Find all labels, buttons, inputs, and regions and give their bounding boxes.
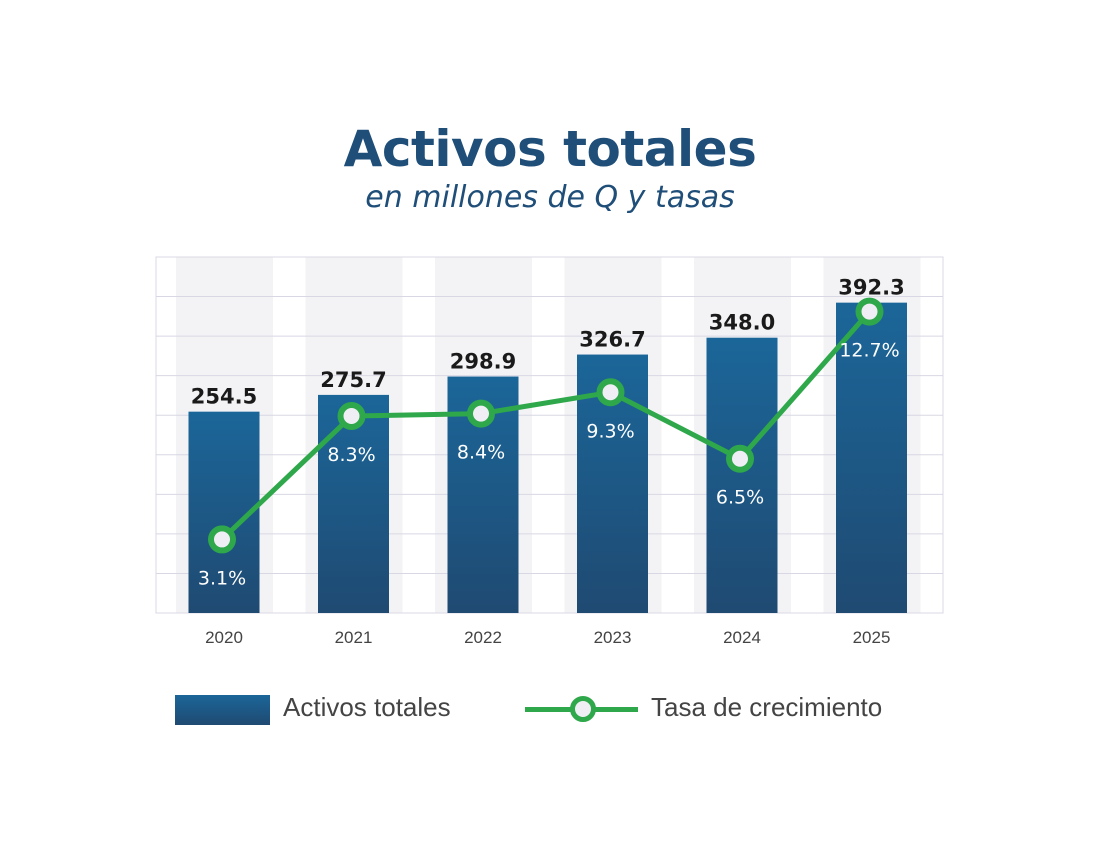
bar-value-label: 275.7 bbox=[320, 368, 386, 392]
growth-rate-marker bbox=[596, 378, 625, 407]
x-tick-label: 2024 bbox=[723, 628, 761, 647]
growth-rate-label: 8.4% bbox=[457, 442, 505, 464]
growth-rate-marker bbox=[337, 402, 366, 431]
bar-2025 bbox=[836, 302, 907, 613]
growth-rate-marker bbox=[855, 297, 884, 326]
growth-rate-label: 3.1% bbox=[198, 567, 246, 589]
legend-bar-swatch bbox=[175, 695, 270, 725]
legend-label-line: Tasa de crecimiento bbox=[651, 692, 883, 722]
legend-marker-icon bbox=[570, 696, 596, 722]
growth-rate-label: 8.3% bbox=[327, 444, 375, 466]
growth-rate-label: 6.5% bbox=[716, 487, 764, 509]
bar-value-label: 326.7 bbox=[579, 328, 645, 352]
bar-2024 bbox=[706, 337, 778, 613]
growth-rate-marker bbox=[726, 444, 754, 473]
growth-rate-line bbox=[220, 309, 872, 542]
x-tick-label: 2023 bbox=[594, 628, 632, 647]
x-tick-label: 2021 bbox=[335, 628, 373, 647]
growth-rate-marker bbox=[467, 399, 495, 428]
chart-subtitle: en millones de Q y tasas bbox=[365, 180, 735, 215]
bar-value-label: 298.9 bbox=[450, 350, 516, 374]
x-tick-label: 2025 bbox=[853, 628, 891, 647]
legend: Activos totales Tasa de crecimiento bbox=[0, 690, 1100, 730]
x-tick-label: 2022 bbox=[464, 628, 502, 647]
growth-rate-label: 12.7% bbox=[839, 340, 899, 362]
bar-2021 bbox=[318, 394, 389, 613]
bar-value-label: 254.5 bbox=[191, 385, 257, 409]
bar-value-label: 348.0 bbox=[709, 311, 775, 335]
x-tick-label: 2020 bbox=[205, 628, 243, 647]
legend-label-bars: Activos totales bbox=[283, 692, 451, 722]
growth-rate-marker bbox=[208, 525, 236, 554]
plot-frame bbox=[155, 256, 944, 614]
bar-value-label: 392.3 bbox=[838, 276, 904, 300]
growth-rate-label: 9.3% bbox=[586, 420, 634, 442]
chart-title: Activos totales bbox=[343, 120, 757, 178]
